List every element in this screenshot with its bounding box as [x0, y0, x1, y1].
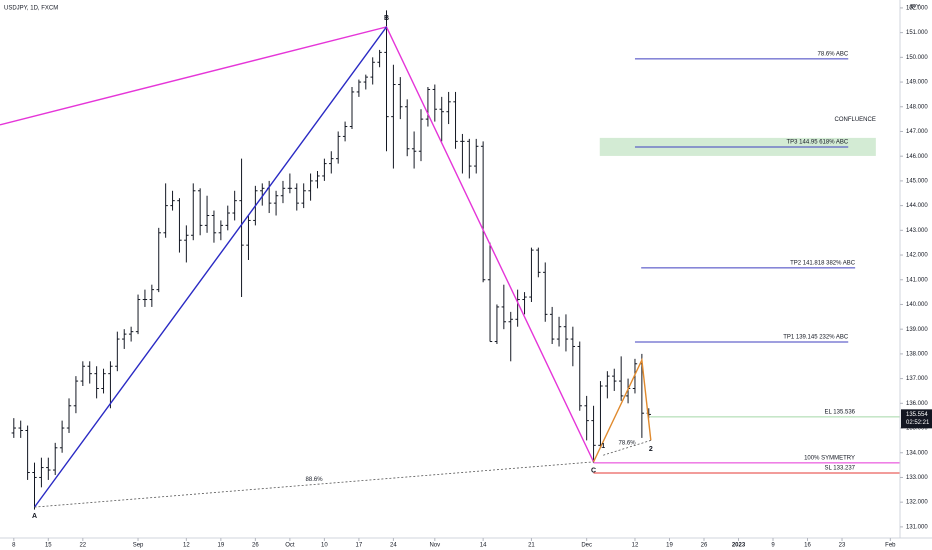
x-tick-label: Sep [133, 543, 144, 549]
plot-area [0, 10, 900, 510]
y-tick-label: 145.000 [906, 178, 928, 184]
y-tick-label: 146.000 [906, 154, 928, 160]
annotation: CONFLUENCE [834, 117, 875, 123]
x-tick-label: 8 [12, 543, 16, 549]
x-tick-label: 9 [771, 543, 775, 549]
pattern-line [592, 357, 652, 463]
x-tick-label: 15 [45, 543, 52, 549]
y-tick-label: 132.000 [906, 500, 928, 506]
last-price-tag [901, 409, 932, 429]
x-tick-label: 26 [252, 543, 259, 549]
y-tick-label: 133.000 [906, 475, 928, 481]
last-price-label: 135.554 [906, 412, 928, 418]
level-label: 78.6% ABC [818, 51, 849, 57]
y-tick-label: 148.000 [906, 104, 928, 110]
y-tick-label: 141.000 [906, 277, 928, 283]
x-tick-label: 14 [480, 543, 487, 549]
level-label: TP2 141.818 382% ABC [790, 260, 856, 266]
level-label: SL 133.237 [825, 466, 856, 472]
level-label: EL 135.536 [825, 409, 856, 415]
pattern-line [34, 461, 594, 508]
y-tick-label: 142.000 [906, 253, 928, 259]
y-tick-label: 152.000 [906, 5, 928, 11]
ratio-label: 78.6% [619, 440, 637, 446]
ratio-label: 88.6% [306, 477, 324, 483]
y-tick-label: 144.000 [906, 203, 928, 209]
y-tick-label: 147.000 [906, 129, 928, 135]
y-tick-label: 138.000 [906, 351, 928, 357]
y-tick-label: 131.000 [906, 524, 928, 530]
y-tick-label: 136.000 [906, 401, 928, 407]
x-tick-label: 10 [321, 543, 328, 549]
x-tick-label: 21 [528, 543, 535, 549]
level-label: 100% SYMMETRY [804, 455, 855, 461]
point-label: A [32, 513, 37, 520]
x-tick-label: Nov [429, 543, 440, 549]
y-tick-label: 137.000 [906, 376, 928, 382]
axis-unit: JPY [909, 5, 920, 11]
level-label: TP3 144.95 618% ABC [787, 140, 849, 146]
x-tick-label: 12 [632, 543, 639, 549]
y-tick-label: 149.000 [906, 80, 928, 86]
level-label: TP1 139.145 232% ABC [783, 335, 849, 341]
x-tick-label: 17 [356, 543, 363, 549]
point-label: B [384, 15, 389, 22]
chart-title: USDJPY, 1D, FXCM [4, 6, 58, 12]
x-tick-label: 24 [390, 543, 397, 549]
x-tick-label: 19 [666, 543, 673, 549]
x-tick-label: 19 [218, 543, 225, 549]
x-tick-label: 26 [701, 543, 708, 549]
y-tick-label: 134.000 [906, 450, 928, 456]
y-tick-label: 135.000 [906, 426, 928, 432]
pattern-line [603, 440, 651, 456]
countdown-label: 02:52:21 [906, 420, 930, 426]
y-tick-label: 140.000 [906, 302, 928, 308]
point-label: 1 [601, 443, 605, 450]
y-tick-label: 151.000 [906, 30, 928, 36]
point-label: 2 [649, 446, 653, 453]
x-tick-label: 12 [183, 543, 190, 549]
point-label: C [591, 468, 596, 475]
x-tick-label: Feb [885, 543, 896, 549]
x-tick-label: 23 [839, 543, 846, 549]
x-tick-label: 2023 [732, 543, 746, 549]
y-tick-label: 143.000 [906, 228, 928, 234]
x-tick-label: Oct [285, 543, 295, 549]
x-tick-label: 22 [79, 543, 86, 549]
y-tick-label: 139.000 [906, 327, 928, 333]
y-tick-label: 150.000 [906, 55, 928, 61]
x-tick-label: Dec [581, 543, 592, 549]
pattern-line [33, 26, 388, 508]
x-tick-label: 16 [804, 543, 811, 549]
